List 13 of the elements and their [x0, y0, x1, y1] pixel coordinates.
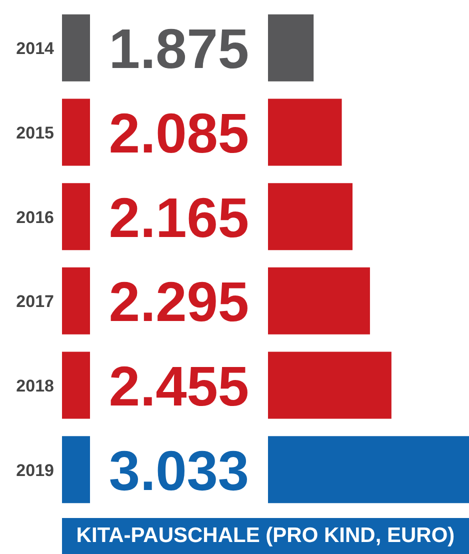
data-label: 3.033: [108, 438, 250, 502]
y-tick-label: 2014: [16, 39, 55, 58]
y-tick-label: 2019: [16, 460, 54, 480]
data-label: 2.085: [108, 101, 250, 164]
y-tick-label: 2017: [16, 292, 54, 312]
data-label: 2.295: [108, 270, 250, 334]
y-tick-label: 2016: [16, 208, 54, 227]
y-tick-label: 2015: [16, 124, 54, 143]
data-label: 1.875: [108, 17, 250, 80]
data-label: 2.165: [108, 186, 250, 249]
y-tick-label: 2018: [16, 376, 54, 396]
x-axis-title: KITA-PAUSCHALE (PRO KIND, EURO): [62, 518, 469, 554]
data-label: 2.455: [108, 354, 250, 418]
